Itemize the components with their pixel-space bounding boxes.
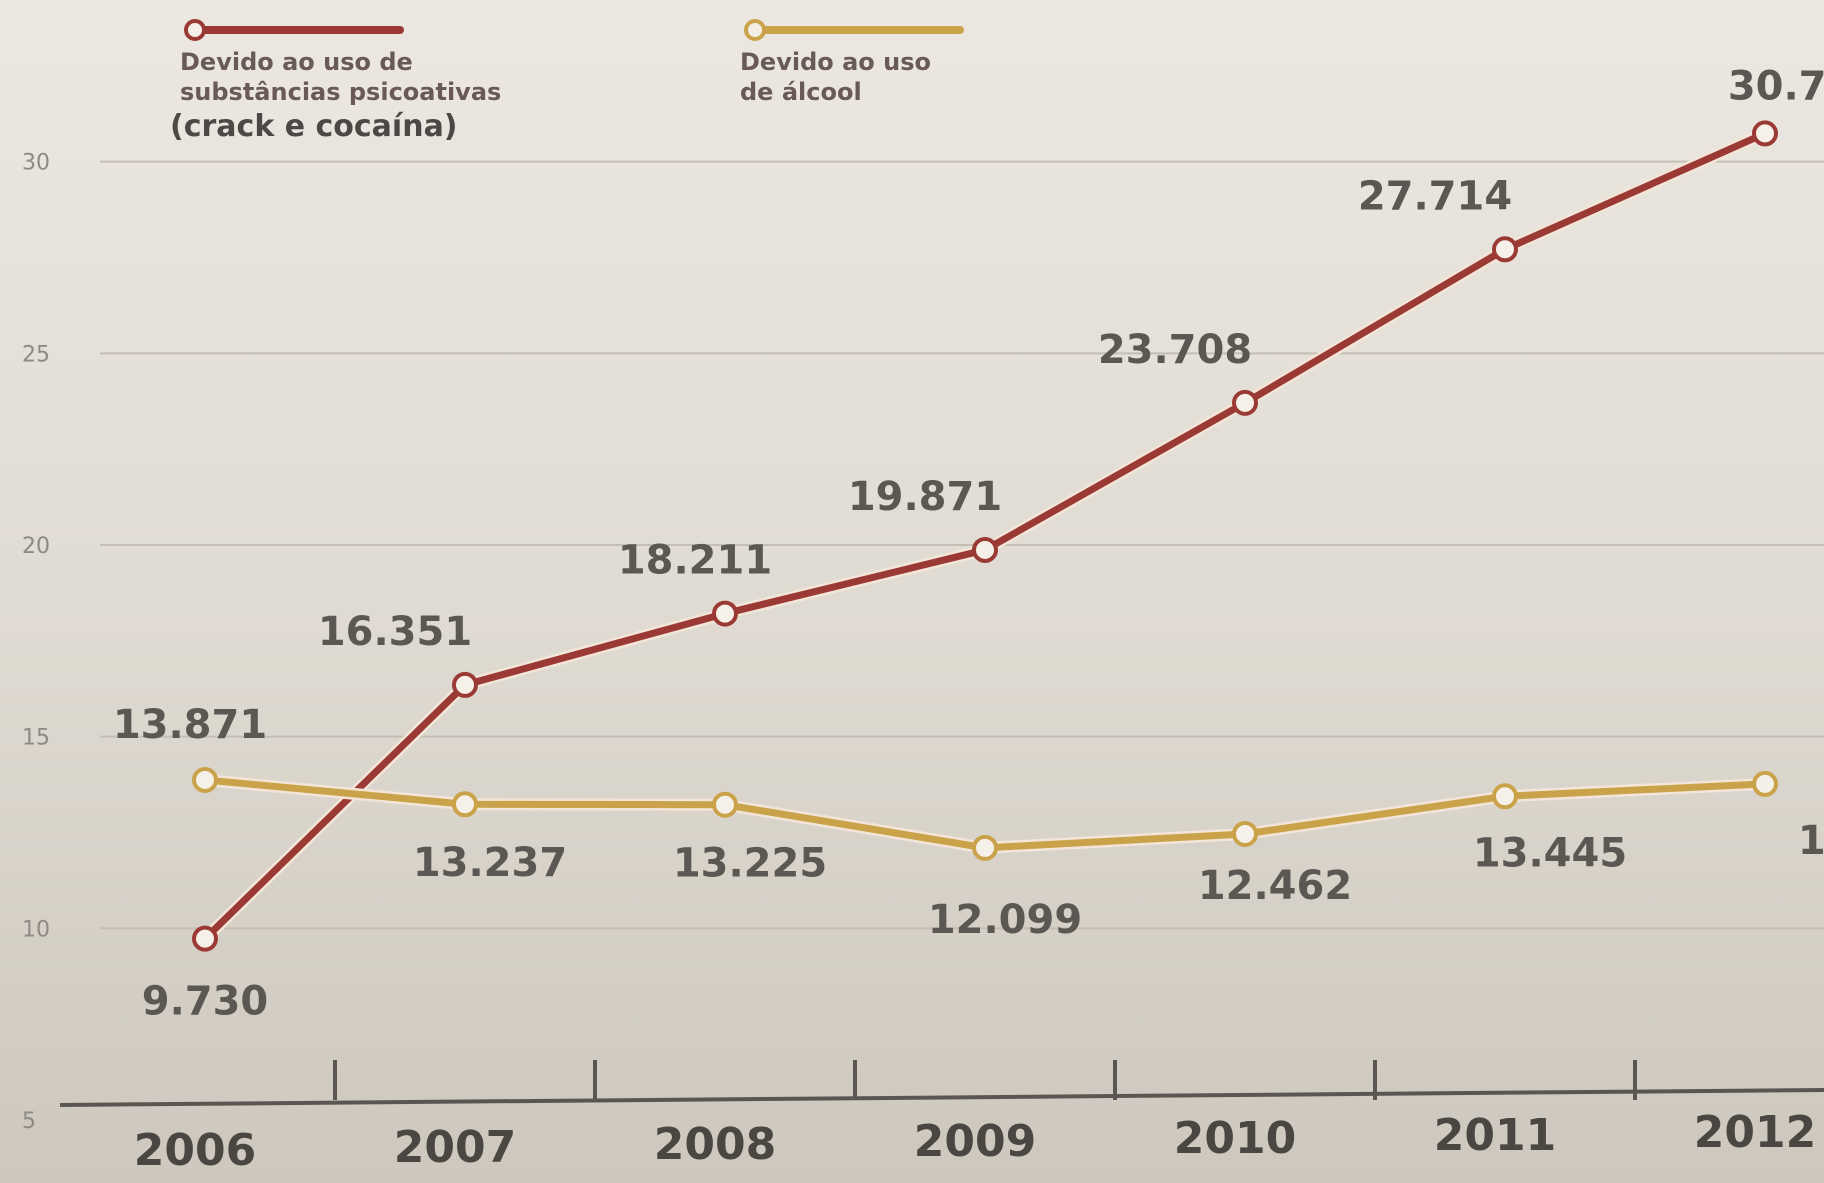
data-point bbox=[1752, 770, 1778, 797]
legend-entry-text: substâncias psicoativas bbox=[180, 78, 501, 106]
x-tick-label: 2010 bbox=[1174, 1113, 1296, 1164]
data-label: 16.351 bbox=[318, 609, 472, 655]
data-point bbox=[452, 791, 478, 818]
data-label: 12.099 bbox=[928, 897, 1082, 943]
legend-marker bbox=[184, 19, 206, 41]
data-point bbox=[972, 536, 998, 563]
legend-entry-text: Devido ao uso bbox=[740, 48, 931, 76]
data-point bbox=[452, 671, 478, 698]
data-label: 18.211 bbox=[618, 538, 772, 584]
data-point bbox=[1492, 236, 1518, 263]
series-line bbox=[202, 130, 1767, 942]
y-tick-label: 15 bbox=[22, 726, 50, 751]
data-point bbox=[1752, 120, 1778, 147]
legend-entry-text: (crack e cocaína) bbox=[170, 109, 458, 144]
data-label: 13.767 bbox=[1798, 818, 1824, 864]
x-tick-label: 2012 bbox=[1694, 1107, 1816, 1158]
x-axis-line bbox=[59, 1088, 1824, 1107]
data-label: 13.445 bbox=[1473, 830, 1627, 876]
data-label: 13.871 bbox=[113, 702, 267, 748]
data-label: 30.737 bbox=[1728, 63, 1824, 109]
data-label: 27.714 bbox=[1358, 173, 1512, 219]
data-point bbox=[712, 791, 738, 818]
x-tick-label: 2011 bbox=[1434, 1110, 1556, 1161]
x-tick-label: 2006 bbox=[134, 1125, 256, 1176]
data-point bbox=[1232, 820, 1258, 847]
data-point bbox=[192, 766, 218, 793]
x-tick-label: 2007 bbox=[394, 1122, 516, 1173]
x-tick-label: 2008 bbox=[654, 1119, 776, 1170]
series-line-halo bbox=[200, 127, 1768, 943]
data-label: 13.225 bbox=[673, 841, 827, 887]
data-point bbox=[192, 925, 218, 952]
data-point bbox=[712, 600, 738, 627]
data-label: 9.730 bbox=[142, 979, 269, 1025]
legend-marker bbox=[744, 19, 766, 41]
data-label: 12.462 bbox=[1198, 863, 1352, 909]
y-tick-label: 20 bbox=[22, 534, 50, 559]
y-tick-label: 25 bbox=[22, 342, 50, 367]
x-tick-label: 2009 bbox=[914, 1116, 1036, 1167]
data-label: 13.237 bbox=[413, 840, 567, 886]
y-tick-label: 10 bbox=[22, 917, 50, 942]
data-label: 19.871 bbox=[848, 474, 1002, 520]
data-point bbox=[1492, 783, 1518, 810]
legend-entry-text: Devido ao uso de bbox=[180, 48, 413, 76]
data-point bbox=[1232, 389, 1258, 416]
legend-entry-text: de álcool bbox=[740, 78, 862, 106]
y-tick-label: 5 bbox=[22, 1109, 36, 1134]
y-tick-label: 30 bbox=[22, 151, 50, 176]
data-label: 23.708 bbox=[1098, 327, 1252, 373]
data-point bbox=[972, 834, 998, 861]
